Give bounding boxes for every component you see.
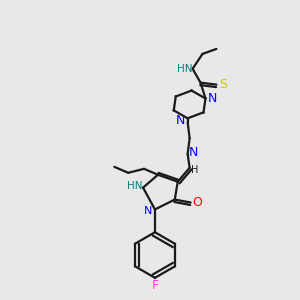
Text: N: N <box>189 146 198 160</box>
Text: N: N <box>144 206 152 216</box>
Text: S: S <box>219 78 227 91</box>
Text: F: F <box>152 279 158 292</box>
Text: H: H <box>191 165 198 175</box>
Text: HN: HN <box>177 64 192 74</box>
Text: N: N <box>208 92 217 105</box>
Text: N: N <box>176 114 185 127</box>
Text: HN: HN <box>128 181 143 191</box>
Text: O: O <box>193 196 202 209</box>
